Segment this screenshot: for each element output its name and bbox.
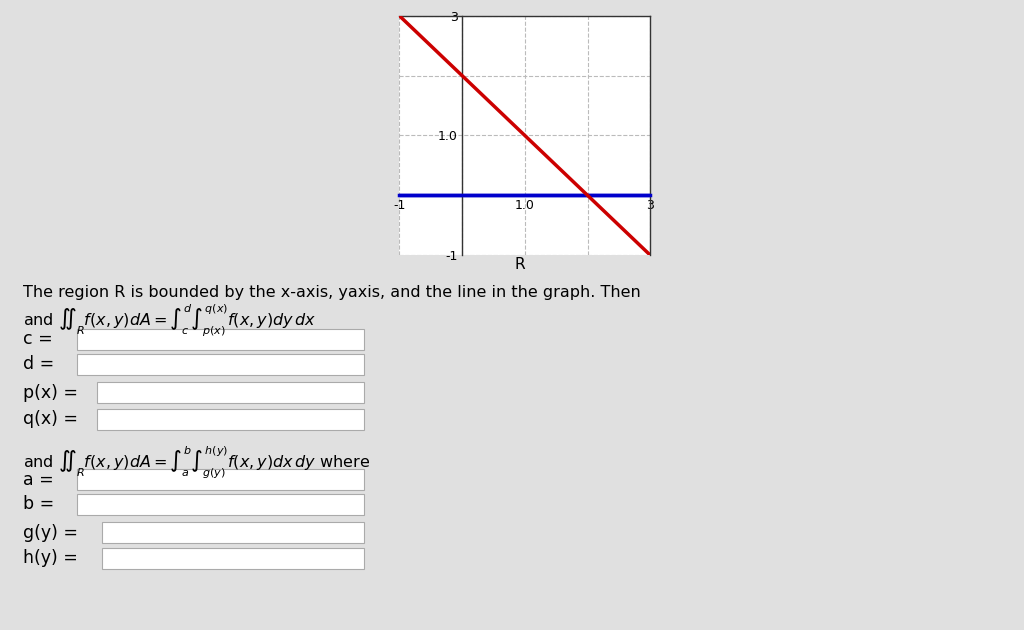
Text: p(x) =: p(x) = <box>23 384 78 402</box>
Text: and $\iint_R f(x, y)dA = \int_a^b \int_{g(y)}^{h(y)} f(x, y)dx\,dy$ where: and $\iint_R f(x, y)dA = \int_a^b \int_{… <box>23 445 370 481</box>
Text: a =: a = <box>23 471 53 489</box>
Text: c =: c = <box>23 330 52 348</box>
Text: g(y) =: g(y) = <box>23 524 78 542</box>
Text: d =: d = <box>23 355 54 374</box>
Text: q(x) =: q(x) = <box>23 410 78 428</box>
Text: R: R <box>515 257 525 272</box>
Text: The region R is bounded by the x-axis, yaxis, and the line in the graph. Then: The region R is bounded by the x-axis, y… <box>23 285 640 301</box>
Text: h(y) =: h(y) = <box>23 549 78 568</box>
Text: and $\iint_R f(x, y)dA = \int_c^d \int_{p(x)}^{q(x)} f(x, y)dy\,dx$: and $\iint_R f(x, y)dA = \int_c^d \int_{… <box>23 303 316 340</box>
Text: b =: b = <box>23 495 54 513</box>
